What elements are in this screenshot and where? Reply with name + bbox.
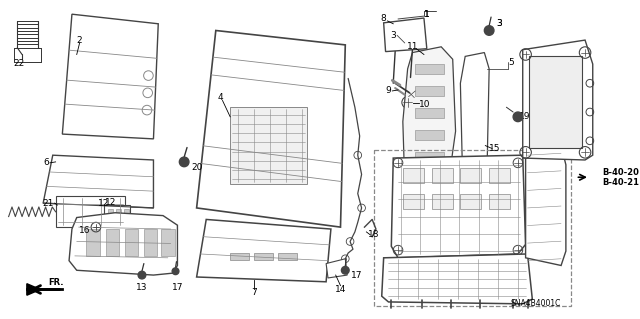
Polygon shape [196,31,346,227]
Text: 3: 3 [390,31,396,40]
Polygon shape [391,155,525,258]
Circle shape [138,271,146,279]
Bar [124,209,129,216]
Text: 1: 1 [424,10,429,19]
Bar [254,253,273,260]
Bar [431,168,452,183]
Text: 21: 21 [42,199,54,208]
Text: FR.: FR. [48,278,63,287]
Text: 8: 8 [381,14,387,24]
Bar [431,194,452,209]
Bar [144,229,157,256]
Text: 16: 16 [79,226,90,235]
Text: 15: 15 [489,144,500,153]
Bar [415,130,444,140]
Text: 7: 7 [252,288,257,297]
Polygon shape [525,145,566,265]
Bar [489,194,510,209]
Bar [56,197,125,227]
Text: 3: 3 [496,19,502,28]
Text: 2: 2 [77,36,83,45]
Bar [116,219,121,225]
Polygon shape [381,254,532,304]
Polygon shape [523,40,593,160]
Text: 4: 4 [218,93,223,102]
Text: 22: 22 [13,59,25,68]
Text: 13: 13 [136,283,148,292]
Bar [529,56,582,147]
Circle shape [484,26,494,35]
Bar [230,107,307,184]
Bar [108,219,113,225]
Polygon shape [326,259,348,278]
Bar [86,229,100,256]
Bar [460,194,481,209]
Bar [106,229,119,256]
Bar [489,168,510,183]
Bar [374,150,571,306]
Text: SNA4B4001C: SNA4B4001C [511,299,561,308]
Text: 14: 14 [335,285,346,294]
Polygon shape [383,18,427,52]
Text: 10: 10 [419,100,431,109]
Text: 11: 11 [406,42,418,51]
Bar [230,253,250,260]
Circle shape [342,266,349,274]
Bar [125,229,138,256]
Text: 6: 6 [43,158,49,167]
Circle shape [172,268,179,275]
Polygon shape [69,213,177,275]
Text: 12: 12 [98,199,109,208]
Bar [415,108,444,118]
Bar [104,205,131,226]
Text: 3: 3 [496,19,502,28]
Bar [161,229,175,256]
Text: 5: 5 [508,58,514,67]
Polygon shape [460,53,489,184]
Bar [124,219,129,225]
Bar [415,174,444,184]
Circle shape [179,157,189,167]
Text: B-40-21: B-40-21 [602,178,639,187]
Text: 18: 18 [368,230,380,239]
Bar [415,86,444,96]
Polygon shape [196,219,331,282]
Bar [415,64,444,74]
Text: 20: 20 [191,163,202,172]
Text: B-40-20: B-40-20 [602,168,639,177]
Text: 1: 1 [424,10,429,19]
Bar [108,209,113,216]
Polygon shape [62,14,158,139]
Bar [403,168,424,183]
Bar [278,253,298,260]
Text: 17: 17 [172,283,183,292]
Polygon shape [403,47,456,197]
Bar [415,152,444,162]
Bar [116,209,121,216]
Circle shape [513,112,523,122]
Text: 12: 12 [104,198,116,207]
Polygon shape [27,284,40,295]
Bar [460,168,481,183]
Polygon shape [43,155,154,208]
Text: 19: 19 [519,112,531,121]
Text: 17: 17 [351,271,362,279]
Text: 9: 9 [385,86,391,95]
Bar [403,194,424,209]
